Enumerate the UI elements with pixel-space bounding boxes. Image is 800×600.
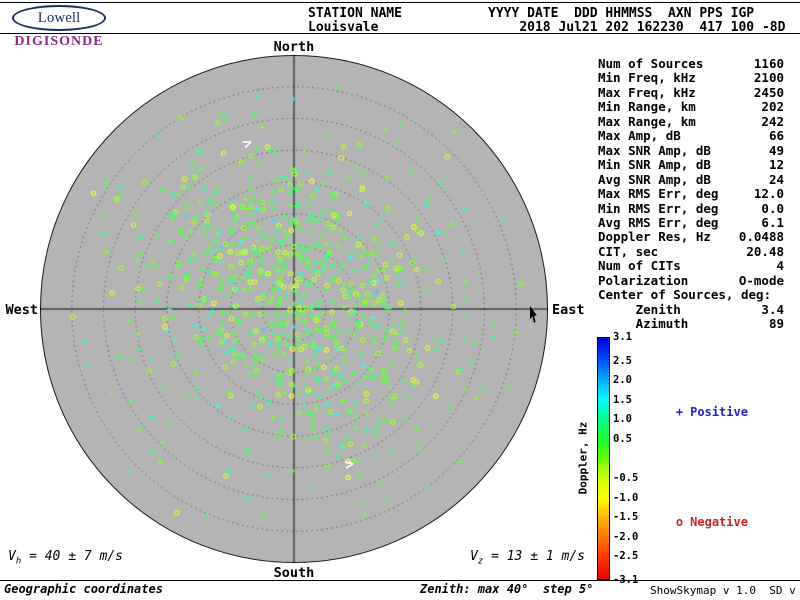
- stat-row: Center of Sources, deg:: [598, 287, 784, 303]
- compass-label-north: North: [273, 39, 315, 55]
- stat-row: Avg SNR Amp, dB 24: [598, 171, 784, 187]
- colorbar-tick: -1.5: [613, 511, 639, 524]
- doppler-colorbar: [597, 337, 610, 580]
- stat-value: 12.0: [753, 186, 784, 202]
- stat-row: CIT, sec 20.48: [598, 243, 784, 259]
- stat-label: Polarization: [598, 272, 689, 288]
- stat-label: Max Range, km: [598, 113, 696, 129]
- mouse-cursor-icon: [530, 306, 537, 323]
- stat-label: Max Amp, dB: [598, 128, 681, 144]
- stat-row: Num of CITs 4: [598, 258, 784, 274]
- stat-value: 1160: [753, 56, 784, 71]
- colorbar-axis-label: Doppler, Hz: [576, 421, 590, 495]
- compass-label-west: West: [5, 302, 38, 318]
- stat-row: Zenith 3.4: [598, 301, 784, 317]
- stat-row: Min Freq, kHz 2100: [598, 70, 784, 86]
- stat-label: Num of CITs: [598, 258, 681, 274]
- stat-value: 2100: [753, 70, 784, 86]
- colorbar-tick: 2.5: [613, 354, 632, 367]
- compass-label-east: East: [552, 302, 585, 318]
- legend-positive-label: Positive: [690, 405, 748, 419]
- stat-row: Azimuth 89: [598, 316, 784, 332]
- stat-label: Doppler Res, Hz: [598, 229, 711, 245]
- stat-value: 66: [768, 128, 784, 144]
- stat-value: 24: [768, 171, 784, 187]
- stat-label: Min Freq, kHz: [598, 70, 696, 86]
- colorbar-tick: 1.5: [613, 393, 632, 406]
- stat-label: Min Range, km: [598, 99, 696, 115]
- stat-row: Avg RMS Err, deg 6.1: [598, 214, 784, 230]
- stat-value: 2450: [753, 84, 784, 100]
- colorbar-tick: -2.0: [613, 530, 639, 543]
- stat-label: Min RMS Err, deg: [598, 200, 719, 216]
- stat-label: Max RMS Err, deg: [598, 186, 719, 202]
- footer-rule: [0, 580, 800, 581]
- stat-value: O-mode: [738, 272, 784, 288]
- colorbar-tick: 0.5: [613, 432, 632, 445]
- stat-value: 20.48: [746, 243, 784, 259]
- stat-label: CIT, sec: [598, 243, 659, 259]
- stat-label: Num of Sources: [598, 56, 704, 71]
- stat-row: Doppler Res, Hz 0.0488: [598, 229, 784, 245]
- header-bottom-rule: [0, 33, 800, 34]
- lowell-logo-text: Lowell: [37, 9, 81, 26]
- stat-row: Max Amp, dB 66: [598, 128, 784, 144]
- stat-label: Min SNR Amp, dB: [598, 157, 711, 173]
- app-version-label: ShowSkymap v 1.0 SD v 5.1: [650, 584, 796, 597]
- skymap-scatter-canvas: [40, 55, 548, 563]
- plus-symbol-icon: +: [675, 405, 684, 419]
- zenith-range-label: Zenith: max 40° step 5°: [420, 582, 594, 596]
- lowell-logo: Lowell: [12, 5, 106, 31]
- stat-value: 89: [768, 316, 784, 332]
- stat-row: Min RMS Err, deg 0.0: [598, 200, 784, 216]
- stat-label: Center of Sources, deg:: [598, 287, 772, 303]
- colorbar-tick: 2.0: [613, 374, 632, 387]
- stat-value: 6.1: [761, 214, 784, 230]
- coordinates-mode-label: Geographic coordinates: [4, 582, 163, 596]
- vh-subscript: h: [15, 556, 22, 567]
- stat-value: 49: [768, 142, 784, 158]
- stat-row: Max SNR Amp, dB 49: [598, 142, 784, 158]
- stat-value: 3.4: [761, 301, 784, 317]
- stat-value: 0.0488: [738, 229, 784, 245]
- stat-value: 4: [776, 258, 784, 274]
- header-top-rule: [0, 2, 800, 3]
- stat-row: Min SNR Amp, dB 12: [598, 157, 784, 173]
- stat-value: 242: [761, 113, 784, 129]
- stat-value: 12: [768, 157, 784, 173]
- stat-row: Polarization O-mode: [598, 272, 784, 288]
- legend-negative-label: Negative: [690, 515, 748, 529]
- colorbar-tick: -0.5: [613, 472, 639, 485]
- stat-row: Max RMS Err, deg 12.0: [598, 186, 784, 202]
- colorbar-tick: -1.0: [613, 491, 639, 504]
- colorbar-tick: -2.5: [613, 550, 639, 563]
- stat-value: 202: [761, 99, 784, 115]
- colorbar-tick: 1.0: [613, 413, 632, 426]
- stat-value: 0.0: [761, 200, 784, 216]
- stat-row: Min Range, km 202: [598, 99, 784, 115]
- legend-positive: + Positive: [647, 391, 748, 433]
- compass-label-south: South: [273, 565, 315, 581]
- stat-row: Num of Sources 1160: [598, 56, 784, 71]
- stats-panel: Num of Sources 1160 Min Freq, kHz 2100 Max F…: [598, 56, 784, 332]
- stat-row: Max Freq, kHz 2450: [598, 84, 784, 100]
- stat-label: Max Freq, kHz: [598, 84, 696, 100]
- header-values-row: Louisvale 2018 Jul21 202 162230 417 100 …: [308, 20, 786, 35]
- stat-label: Avg RMS Err, deg: [598, 214, 719, 230]
- stat-label: Zenith: [598, 301, 681, 317]
- legend-negative: o Negative: [647, 501, 748, 543]
- digisonde-wordmark: DIGISONDE: [14, 34, 104, 49]
- circle-symbol-icon: o: [675, 515, 684, 529]
- stat-row: Max Range, km 242: [598, 113, 784, 129]
- header-fields-row: STATION NAME YYYY DATE DDD HHMMSS AXN PP…: [308, 6, 755, 21]
- stat-label: Azimuth: [598, 316, 689, 332]
- vh-symbol: V: [8, 549, 16, 564]
- colorbar-tick-labels: 3.1 2.5 2.0 1.5 1.0 0.5 -0.5 -1.0 -1.5 -2.0 -2.5 -3…: [613, 331, 658, 586]
- stat-label: Max SNR Amp, dB: [598, 142, 711, 158]
- colorbar-tick: 3.1: [613, 331, 632, 343]
- stat-label: Avg SNR Amp, dB: [598, 171, 711, 187]
